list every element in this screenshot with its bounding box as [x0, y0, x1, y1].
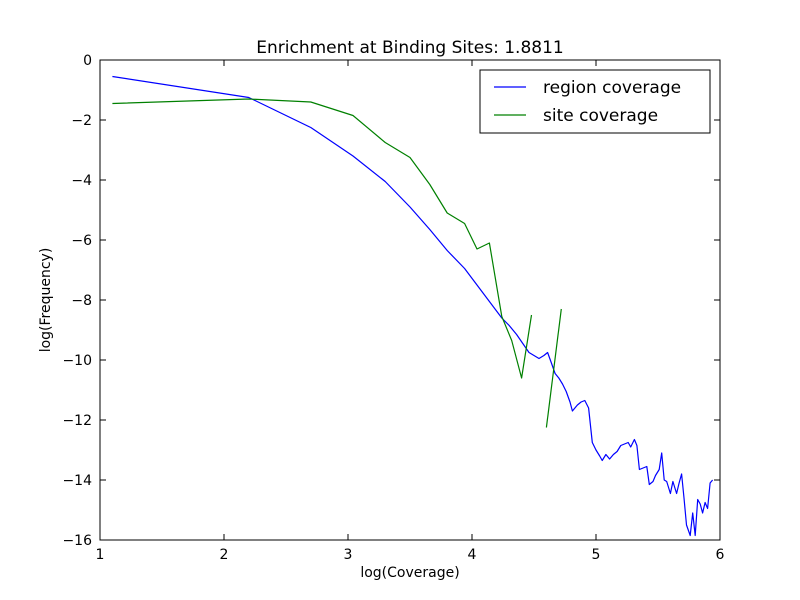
- y-tick-label: −14: [62, 473, 92, 489]
- x-tick-label: 5: [592, 547, 601, 563]
- y-axis-label: log(Frequency): [38, 248, 54, 353]
- series-line-site-coverage-segment-2: [545, 308, 562, 428]
- x-tick-label: 6: [716, 547, 725, 563]
- x-tick-label: 4: [468, 547, 477, 563]
- chart-title: Enrichment at Binding Sites: 1.8811: [256, 38, 563, 58]
- y-tick-label: −2: [71, 113, 92, 129]
- ticks-layer: 1 2 3 4 5 6 0 −2 −4 −6 −8 −10 −12 −14 −16: [62, 53, 724, 563]
- y-tick-label: 0: [83, 53, 92, 69]
- y-tick-label: −8: [71, 293, 92, 309]
- series-line-region-coverage-0: [112, 75, 714, 537]
- y-tick-label: −4: [71, 173, 92, 189]
- y-tick-label: −12: [62, 413, 92, 429]
- series-layer: [112, 75, 714, 537]
- legend-box: [479, 69, 711, 134]
- series-line-site-coverage-1: [112, 98, 533, 379]
- legend: region coverage site coverage: [479, 69, 711, 134]
- plot-border: [99, 59, 721, 541]
- y-tick-label: −10: [62, 353, 92, 369]
- y-tick-label: −6: [71, 233, 92, 249]
- x-axis-label: log(Coverage): [360, 565, 459, 581]
- plot-area: [100, 60, 720, 540]
- y-tick-label: −16: [62, 533, 92, 549]
- x-tick-label: 1: [96, 547, 105, 563]
- x-tick-label: 2: [220, 547, 229, 563]
- legend-label-region-coverage: region coverage: [543, 78, 681, 98]
- legend-label-site-coverage: site coverage: [543, 106, 658, 126]
- x-tick-label: 3: [344, 547, 353, 563]
